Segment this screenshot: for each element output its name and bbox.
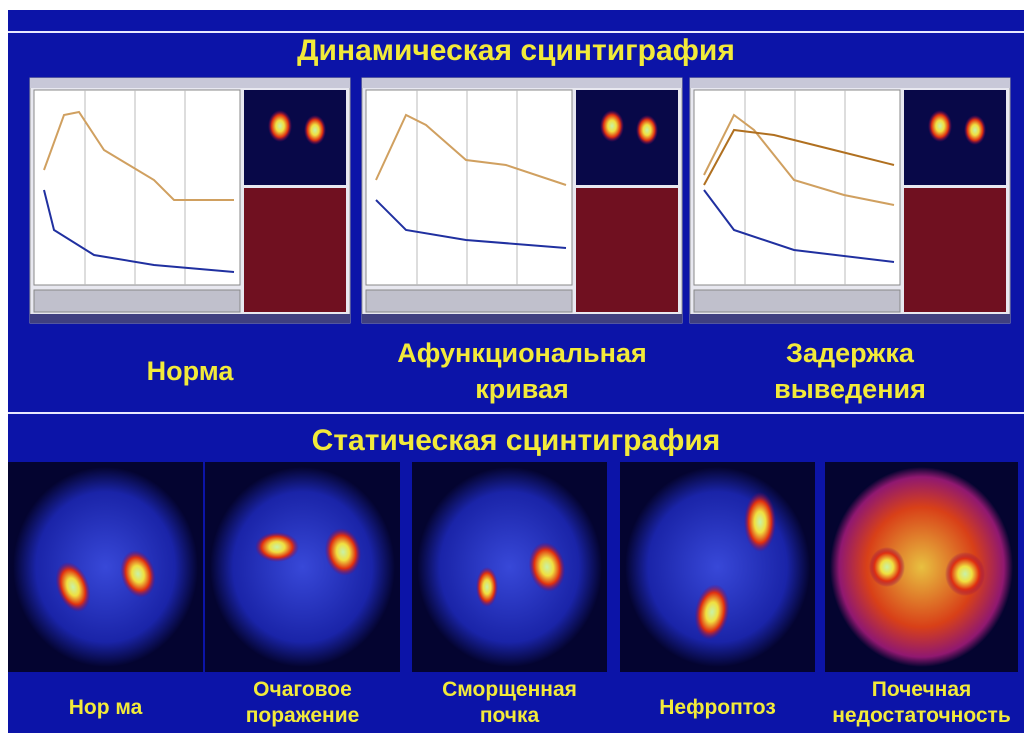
scan-kidney <box>600 110 624 142</box>
scan-label: Нефроптоз <box>659 696 776 719</box>
scan-image <box>412 462 607 672</box>
button-row <box>34 290 240 312</box>
scan-kidney <box>268 110 292 142</box>
info-panel <box>244 188 346 312</box>
panel-label: Задержка <box>786 338 915 368</box>
panel-label: Афункциональная <box>397 338 646 368</box>
menu-bar <box>30 78 350 88</box>
scan-image <box>205 462 400 672</box>
scan-kidney <box>636 115 658 145</box>
scan-kidney <box>304 115 326 145</box>
scan-view <box>904 90 1006 185</box>
status-bar <box>690 314 1010 323</box>
scan-image <box>620 462 815 672</box>
panel-label: выведения <box>774 374 926 404</box>
scan-label: Нор ма <box>69 696 143 719</box>
scan-label: Сморщенная <box>442 678 577 701</box>
info-panel <box>576 188 678 312</box>
panel-label: Норма <box>147 356 235 386</box>
kidney <box>869 547 905 587</box>
scan-view <box>576 90 678 185</box>
status-bar <box>362 314 682 323</box>
scan-label: почка <box>480 704 540 727</box>
scan-label: недостаточность <box>832 704 1011 727</box>
scan-image <box>8 462 203 672</box>
body-outline <box>830 467 1013 667</box>
kidney <box>945 552 985 596</box>
scan-label: поражение <box>246 704 360 727</box>
button-row <box>694 290 900 312</box>
status-bar <box>30 314 350 323</box>
scan-image <box>825 462 1018 672</box>
button-row <box>366 290 572 312</box>
menu-bar <box>362 78 682 88</box>
kidney <box>476 567 498 607</box>
scan-kidney <box>928 110 952 142</box>
body-outline <box>13 467 198 667</box>
body-outline <box>210 467 395 667</box>
kidney <box>255 532 299 562</box>
section-title: Статическая сцинтиграфия <box>312 424 721 457</box>
software-screenshot <box>362 78 682 323</box>
software-screenshot <box>30 78 350 323</box>
menu-bar <box>690 78 1010 88</box>
body-outline <box>417 467 602 667</box>
body-outline <box>625 467 810 667</box>
software-screenshot <box>690 78 1010 323</box>
info-panel <box>904 188 1006 312</box>
kidney <box>744 492 776 552</box>
scan-label: Очаговое <box>253 678 352 701</box>
plot-area <box>366 90 572 285</box>
plot-area <box>694 90 900 285</box>
scan-view <box>244 90 346 185</box>
scan-label: Почечная <box>872 678 972 701</box>
section-title: Динамическая сцинтиграфия <box>297 34 735 67</box>
slide: Динамическая сцинтиграфия Статическая сц… <box>0 0 1024 733</box>
panel-label: кривая <box>475 374 569 404</box>
scan-kidney <box>964 115 986 145</box>
plot-area <box>34 90 240 285</box>
